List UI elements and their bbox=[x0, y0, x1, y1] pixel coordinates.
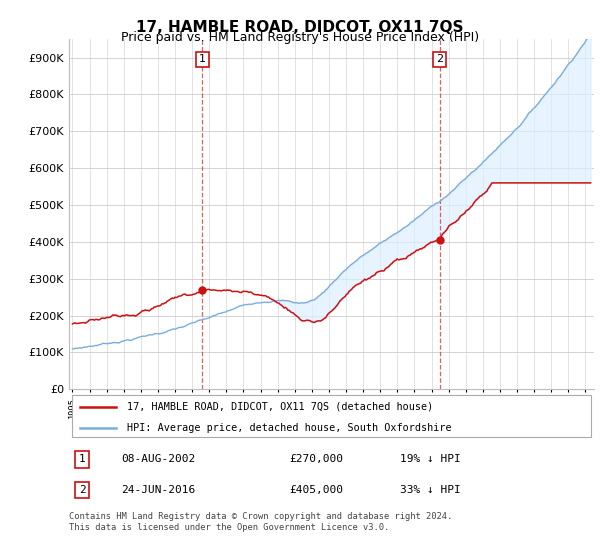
Text: £270,000: £270,000 bbox=[290, 454, 343, 464]
Text: HPI: Average price, detached house, South Oxfordshire: HPI: Average price, detached house, Sout… bbox=[127, 423, 451, 433]
Text: 19% ↓ HPI: 19% ↓ HPI bbox=[400, 454, 461, 464]
Text: 2: 2 bbox=[436, 54, 443, 64]
Text: 1: 1 bbox=[79, 454, 86, 464]
Text: Contains HM Land Registry data © Crown copyright and database right 2024.
This d: Contains HM Land Registry data © Crown c… bbox=[69, 512, 452, 532]
Text: 08-AUG-2002: 08-AUG-2002 bbox=[121, 454, 196, 464]
Text: 33% ↓ HPI: 33% ↓ HPI bbox=[400, 485, 461, 495]
Text: 17, HAMBLE ROAD, DIDCOT, OX11 7QS (detached house): 17, HAMBLE ROAD, DIDCOT, OX11 7QS (detac… bbox=[127, 402, 433, 412]
Text: £405,000: £405,000 bbox=[290, 485, 343, 495]
Text: 2: 2 bbox=[79, 485, 86, 495]
Text: 17, HAMBLE ROAD, DIDCOT, OX11 7QS: 17, HAMBLE ROAD, DIDCOT, OX11 7QS bbox=[136, 20, 464, 35]
Text: Price paid vs. HM Land Registry's House Price Index (HPI): Price paid vs. HM Land Registry's House … bbox=[121, 31, 479, 44]
Text: 24-JUN-2016: 24-JUN-2016 bbox=[121, 485, 196, 495]
Text: 1: 1 bbox=[199, 54, 206, 64]
FancyBboxPatch shape bbox=[71, 395, 592, 437]
